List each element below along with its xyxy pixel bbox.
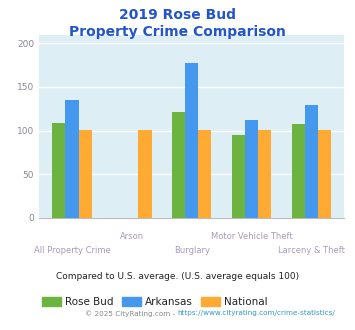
Bar	[185, 63, 198, 218]
Text: Burglary: Burglary	[174, 246, 210, 254]
Bar	[305, 105, 318, 218]
Bar	[198, 130, 212, 218]
Text: Property Crime Comparison: Property Crime Comparison	[69, 25, 286, 39]
Bar	[232, 135, 245, 218]
Legend: Rose Bud, Arkansas, National: Rose Bud, Arkansas, National	[38, 293, 272, 311]
Bar	[318, 130, 331, 218]
Text: Compared to U.S. average. (U.S. average equals 100): Compared to U.S. average. (U.S. average …	[56, 272, 299, 281]
Text: All Property Crime: All Property Crime	[34, 246, 110, 254]
Bar	[78, 130, 92, 218]
Text: 2019 Rose Bud: 2019 Rose Bud	[119, 8, 236, 22]
Text: Larceny & Theft: Larceny & Theft	[278, 246, 345, 254]
Text: https://www.cityrating.com/crime-statistics/: https://www.cityrating.com/crime-statist…	[178, 310, 335, 316]
Text: © 2025 CityRating.com -: © 2025 CityRating.com -	[85, 310, 178, 317]
Bar	[172, 112, 185, 218]
Text: Motor Vehicle Theft: Motor Vehicle Theft	[211, 232, 293, 241]
Bar	[52, 123, 65, 218]
Bar	[138, 130, 152, 218]
Bar	[292, 124, 305, 218]
Text: Arson: Arson	[120, 232, 144, 241]
Bar	[65, 100, 78, 218]
Bar	[245, 120, 258, 218]
Bar	[258, 130, 271, 218]
